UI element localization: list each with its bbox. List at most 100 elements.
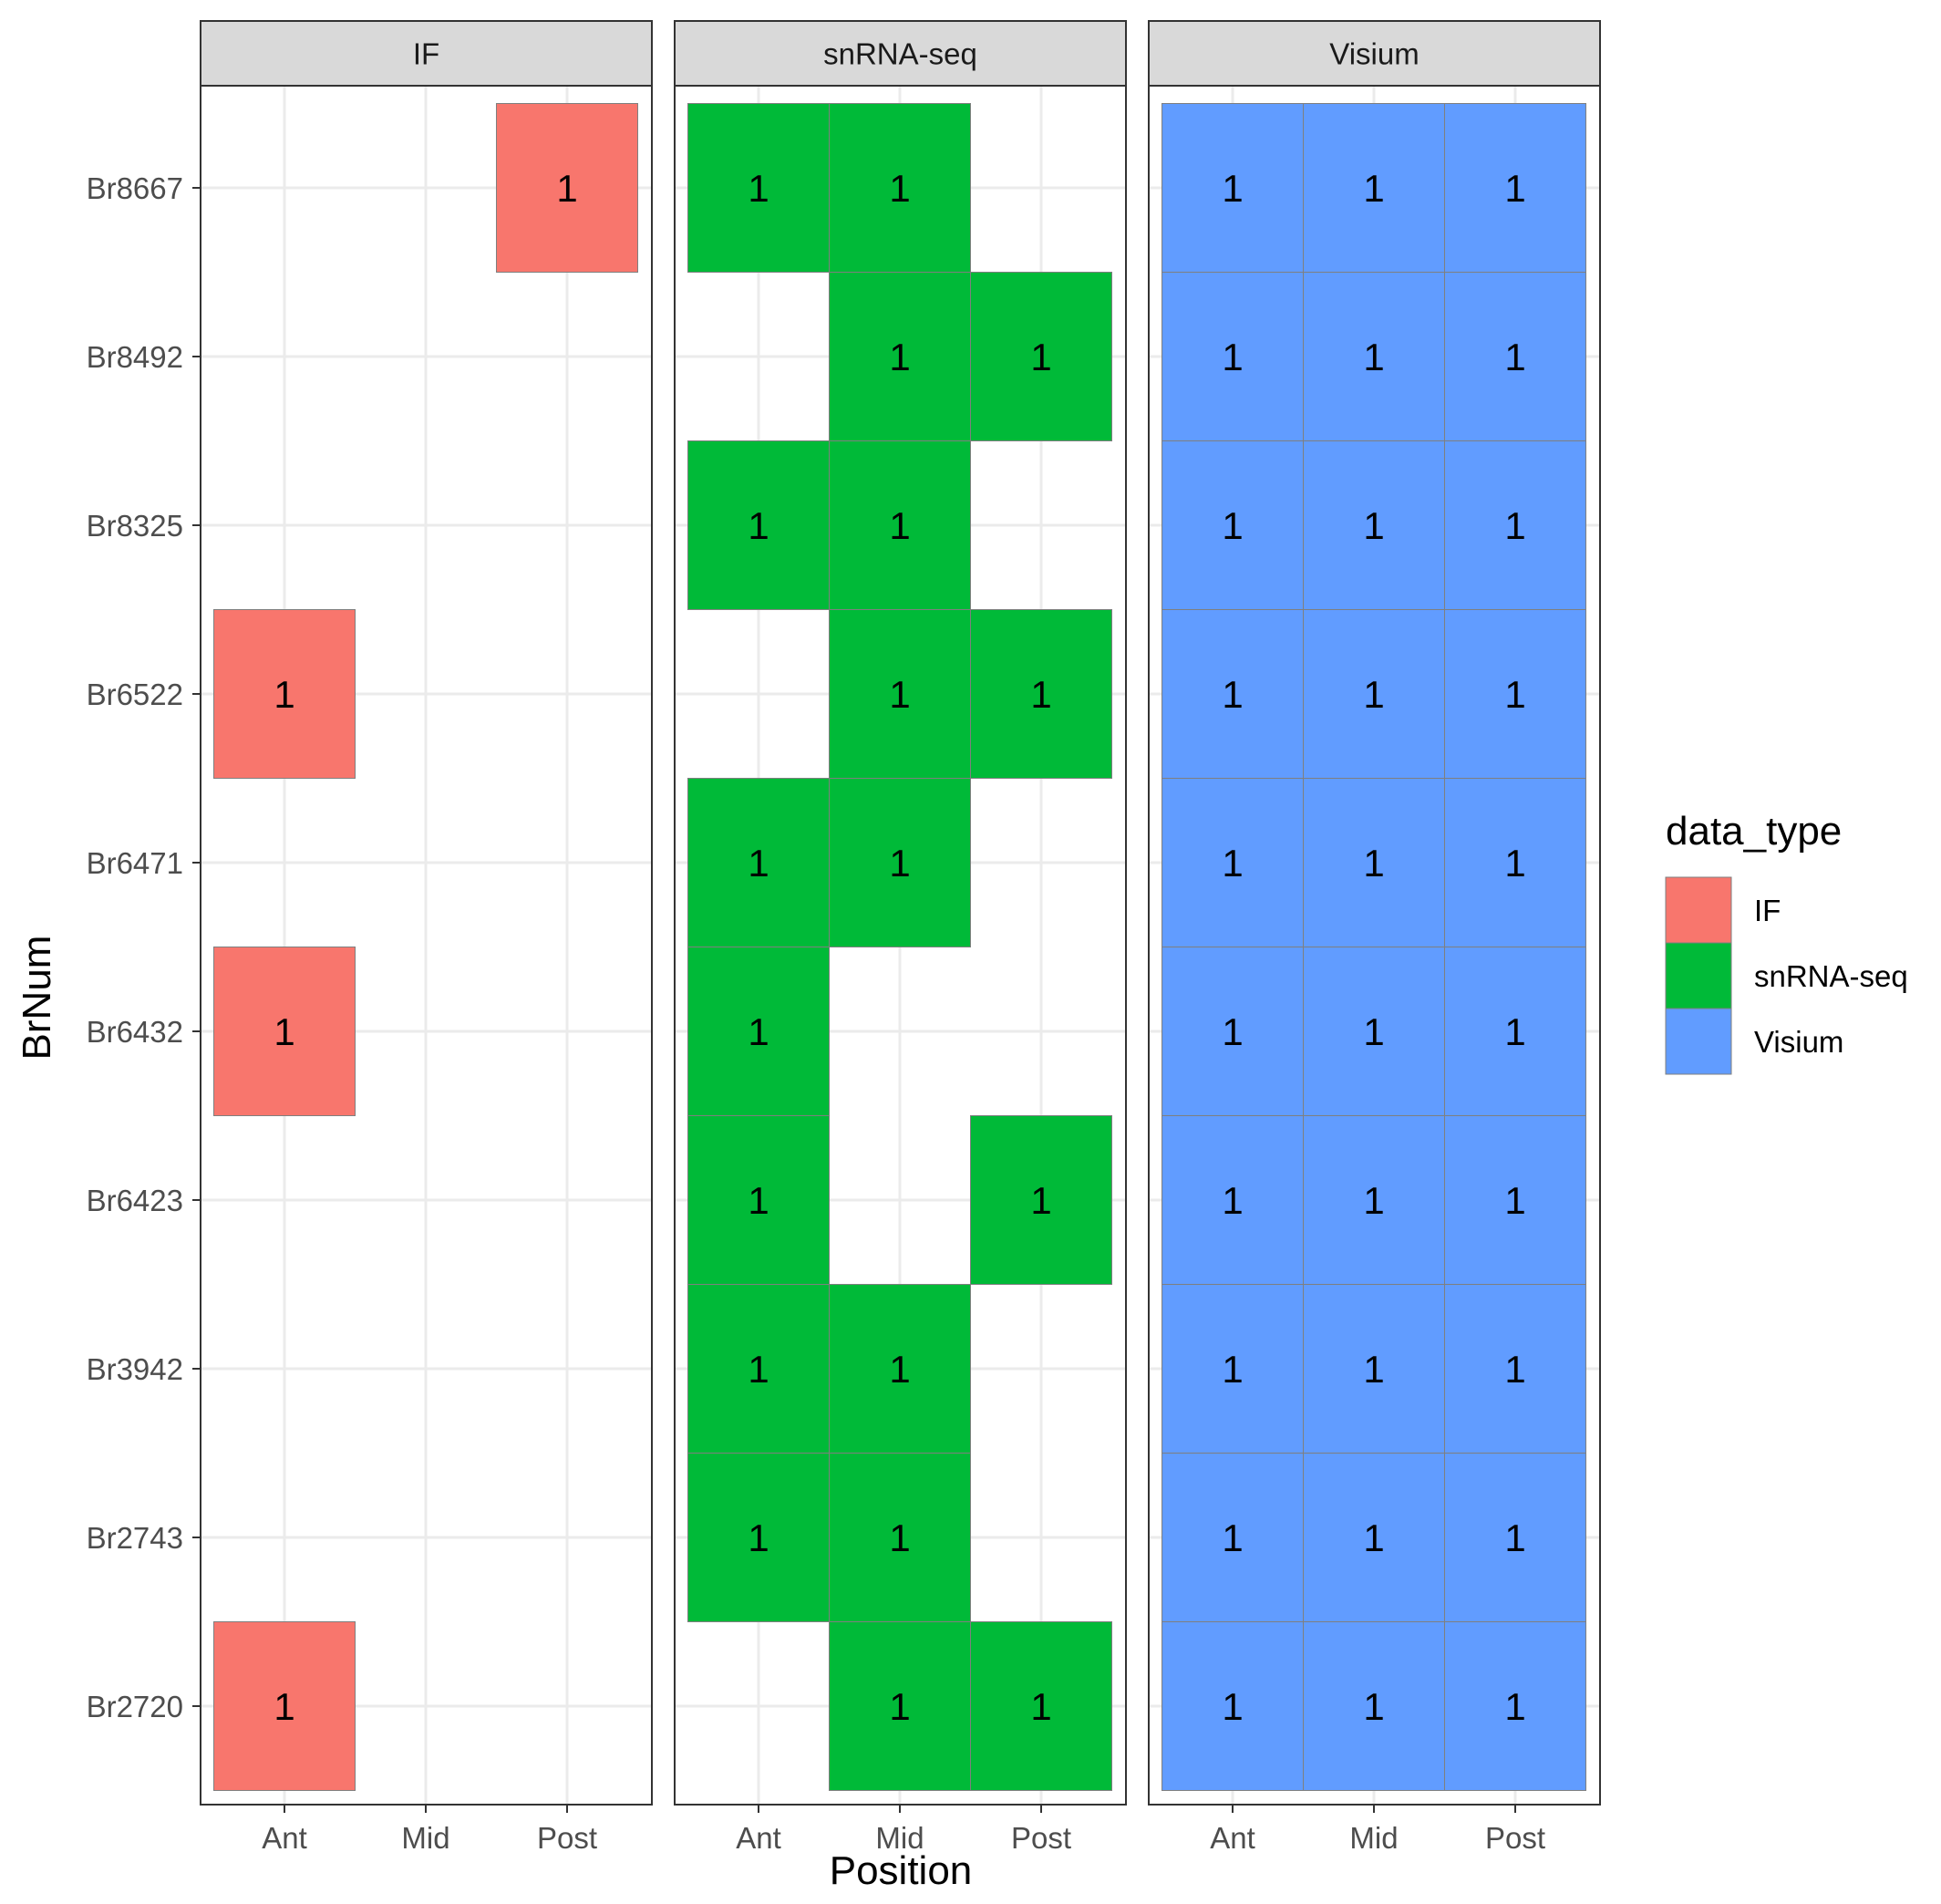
tile-visium-br8667-ant-label: 1 [1222,167,1243,210]
tile-snrna-seq-br3942-ant-label: 1 [748,1348,769,1391]
tile-snrna-seq-br6522-post [970,609,1112,779]
tile-visium-br2720-post-label: 1 [1504,1685,1525,1728]
tile-if-br6432-ant-label: 1 [274,1010,294,1053]
facet-strip-label-snrna-seq: snRNA-seq [823,37,977,71]
tile-visium-br6522-mid-label: 1 [1363,673,1384,716]
tile-visium-br8667-mid-label: 1 [1363,167,1384,210]
tile-visium-br6471-ant [1162,778,1304,947]
facet-panel-if: IF 1 1 1 1 Ant Mid Post [200,20,653,1855]
tile-visium-br3942-post-label: 1 [1504,1348,1525,1391]
tile-visium-br6471-post [1444,778,1586,947]
tile-visium-br8667-post-label: 1 [1504,167,1525,210]
tile-visium-br8492-mid-label: 1 [1363,336,1384,378]
tile-visium-br2743-mid [1303,1453,1445,1622]
tile-snrna-seq-br8325-mid-label: 1 [889,504,910,547]
x-axis-title: Position [830,1848,973,1893]
tile-snrna-seq-br8667-mid-label: 1 [889,167,910,210]
tile-snrna-seq-br6423-post-label: 1 [1030,1179,1051,1222]
tile-visium-br6432-mid-label: 1 [1363,1010,1384,1053]
tile-snrna-seq-br8325-ant-label: 1 [748,504,769,547]
tile-snrna-seq-br2743-ant [687,1453,830,1622]
x-tick-label-ant-if: Ant [262,1821,307,1855]
tile-visium-br8492-post [1444,272,1586,441]
y-axis-title: BrNum [15,936,59,1061]
x-tick-label-ant-visium: Ant [1210,1821,1255,1855]
tile-snrna-seq-br8492-mid [829,272,971,441]
tile-visium-br8492-ant-label: 1 [1222,336,1243,378]
tile-visium-br6432-post [1444,947,1586,1116]
tile-visium-br6423-post-label: 1 [1504,1179,1525,1222]
tile-snrna-seq-br6522-mid-label: 1 [889,673,910,716]
tile-snrna-seq-br2720-mid-label: 1 [889,1685,910,1728]
tile-if-br8667-post-label: 1 [556,167,577,210]
facet-strip-snrna-seq [674,20,1127,87]
legend-key-snrna-seq [1665,942,1732,1009]
tile-visium-br8325-mid-label: 1 [1363,504,1384,547]
tile-visium-br6423-mid-label: 1 [1363,1179,1384,1222]
legend-title: data_type [1666,809,1842,854]
tile-visium-br8667-mid [1303,103,1445,273]
y-tick-label-br6423: Br6423 [87,1184,183,1217]
tile-visium-br6432-ant-label: 1 [1222,1010,1243,1053]
y-tick-label-br6432: Br6432 [87,1015,183,1049]
legend-entries: IF snRNA-seq Visium [1665,876,1908,1075]
tile-snrna-seq-br8325-mid [829,440,971,610]
facet-strip-visium [1148,20,1601,87]
tile-snrna-seq-br6423-post [970,1115,1112,1285]
y-tick-label-br3942: Br3942 [87,1352,183,1386]
tile-snrna-seq-br6432-ant [687,947,830,1116]
tile-snrna-seq-br8667-ant-label: 1 [748,167,769,210]
tile-snrna-seq-br2720-mid [829,1621,971,1791]
tile-if-br2720-ant-label: 1 [274,1685,294,1728]
tile-visium-br6522-ant-label: 1 [1222,673,1243,716]
tile-snrna-seq-br6471-mid-label: 1 [889,842,910,885]
tile-visium-br8492-mid [1303,272,1445,441]
tile-snrna-seq-br6471-ant [687,778,830,947]
tile-visium-br6471-mid [1303,778,1445,947]
tile-snrna-seq-br2720-post-label: 1 [1030,1685,1051,1728]
tile-snrna-seq-br6471-ant-label: 1 [748,842,769,885]
tile-if-br2720-ant [213,1621,356,1791]
tile-visium-br6432-ant [1162,947,1304,1116]
tile-visium-br8325-mid [1303,440,1445,610]
tile-visium-br3942-ant [1162,1284,1304,1454]
x-tick-label-mid-if: Mid [401,1821,449,1855]
tile-snrna-seq-br6522-post-label: 1 [1030,673,1051,716]
tile-visium-br2720-ant [1162,1621,1304,1791]
facet-strip-if [200,20,653,87]
tile-visium-br2743-mid-label: 1 [1363,1516,1384,1559]
tile-visium-br2743-post-label: 1 [1504,1516,1525,1559]
y-tick-label-br8325: Br8325 [87,509,183,543]
tile-visium-br6522-post-label: 1 [1504,673,1525,716]
tile-if-br8667-post [496,103,638,273]
tile-if-br6432-ant [213,947,356,1116]
tile-visium-br6471-post-label: 1 [1504,842,1525,885]
tile-visium-br6522-post [1444,609,1586,779]
legend-label-visium: Visium [1754,1025,1843,1059]
tile-snrna-seq-br8325-ant [687,440,830,610]
tile-snrna-seq-br8492-mid-label: 1 [889,336,910,378]
tile-snrna-seq-br8492-post [970,272,1112,441]
tile-visium-br6471-ant-label: 1 [1222,842,1243,885]
tile-visium-br8325-post [1444,440,1586,610]
legend-label-snrna-seq: snRNA-seq [1754,959,1908,993]
tile-snrna-seq-br8667-ant [687,103,830,273]
tile-visium-br6423-post [1444,1115,1586,1285]
tile-visium-br8325-ant [1162,440,1304,610]
tile-visium-br2720-mid [1303,1621,1445,1791]
tile-visium-br2743-post [1444,1453,1586,1622]
facet-panel-snrna-seq: snRNA-seq 1 1 1 1 1 1 1 1 1 1 1 1 1 1 1 1 1 1 1 Ant Mid Post [674,20,1127,1855]
tile-visium-br6522-mid [1303,609,1445,779]
facet-panels: IF 1 1 1 1 Ant Mid Post snRNA-seq 1 1 1 1 1 1 1 1 1 1 1 1 1 1 1… [200,20,1601,1855]
facet-strip-label-visium: Visium [1329,37,1419,71]
tile-visium-br6432-post-label: 1 [1504,1010,1525,1053]
tile-snrna-seq-br6423-ant [687,1115,830,1285]
tile-snrna-seq-br2743-mid [829,1453,971,1622]
tile-snrna-seq-br2720-post [970,1621,1112,1791]
tile-visium-br6423-mid [1303,1115,1445,1285]
x-tick-label-post-snrna-seq: Post [1011,1821,1071,1855]
y-tick-label-br2743: Br2743 [87,1521,183,1555]
legend-key-visium [1665,1008,1732,1075]
